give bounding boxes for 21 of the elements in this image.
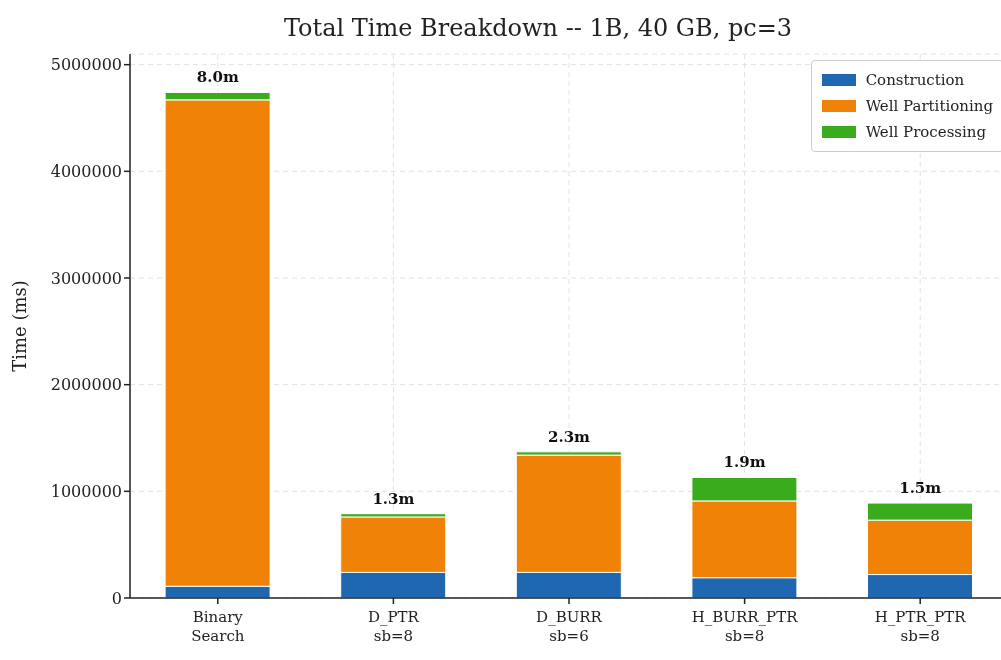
y-tick-label: 3000000 xyxy=(50,268,122,288)
y-tick-label: 0 xyxy=(111,588,122,608)
x-tick-label: H_PTR_PTR sb=8 xyxy=(874,608,967,645)
annotation: 1.9m xyxy=(723,453,766,472)
y-tick-label: 4000000 xyxy=(50,162,122,182)
annotation: 8.0m xyxy=(196,68,239,87)
y-tick-label: 2000000 xyxy=(50,375,122,395)
legend-label: Well Partitioning xyxy=(865,97,993,115)
chart-title: Total Time Breakdown -- 1B, 40 GB, pc=3 xyxy=(282,13,794,44)
annotation: 2.3m xyxy=(548,427,591,446)
x-tick-label: D_BURR sb=6 xyxy=(536,608,603,645)
y-axis-title: Time (ms) xyxy=(9,280,31,372)
y-tick-label: 5000000 xyxy=(50,55,122,75)
legend-label: Well Processing xyxy=(865,123,987,141)
x-tick-label: H_BURR_PTR sb=8 xyxy=(691,608,799,645)
legend-label: Construction xyxy=(865,71,965,89)
y-tick-label: 1000000 xyxy=(50,482,122,502)
annotation: 1.5m xyxy=(899,479,942,498)
x-tick-label: D_PTR sb=8 xyxy=(367,608,420,645)
x-tick-label: Binary Search xyxy=(191,608,245,645)
annotation: 1.3m xyxy=(372,489,415,508)
